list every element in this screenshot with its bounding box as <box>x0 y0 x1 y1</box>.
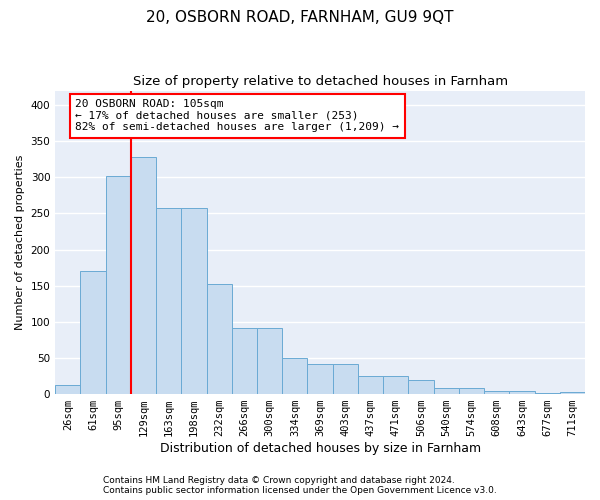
Bar <box>55 386 80 394</box>
Title: Size of property relative to detached houses in Farnham: Size of property relative to detached ho… <box>133 75 508 88</box>
Text: 20 OSBORN ROAD: 105sqm
← 17% of detached houses are smaller (253)
82% of semi-de: 20 OSBORN ROAD: 105sqm ← 17% of detached… <box>76 99 400 132</box>
Bar <box>282 358 307 394</box>
Bar <box>484 391 509 394</box>
Bar <box>131 157 156 394</box>
Bar <box>332 364 358 394</box>
Y-axis label: Number of detached properties: Number of detached properties <box>15 154 25 330</box>
Bar <box>257 328 282 394</box>
Bar <box>434 388 459 394</box>
Bar <box>156 208 181 394</box>
Bar <box>206 284 232 394</box>
Bar <box>358 376 383 394</box>
Bar <box>232 328 257 394</box>
Bar <box>535 392 560 394</box>
Bar <box>106 176 131 394</box>
Text: 20, OSBORN ROAD, FARNHAM, GU9 9QT: 20, OSBORN ROAD, FARNHAM, GU9 9QT <box>146 10 454 25</box>
Bar <box>509 391 535 394</box>
Bar <box>459 388 484 394</box>
Text: Contains HM Land Registry data © Crown copyright and database right 2024.
Contai: Contains HM Land Registry data © Crown c… <box>103 476 497 495</box>
Bar <box>80 271 106 394</box>
Bar <box>560 392 585 394</box>
X-axis label: Distribution of detached houses by size in Farnham: Distribution of detached houses by size … <box>160 442 481 455</box>
Bar <box>409 380 434 394</box>
Bar <box>383 376 409 394</box>
Bar <box>181 208 206 394</box>
Bar <box>307 364 332 394</box>
